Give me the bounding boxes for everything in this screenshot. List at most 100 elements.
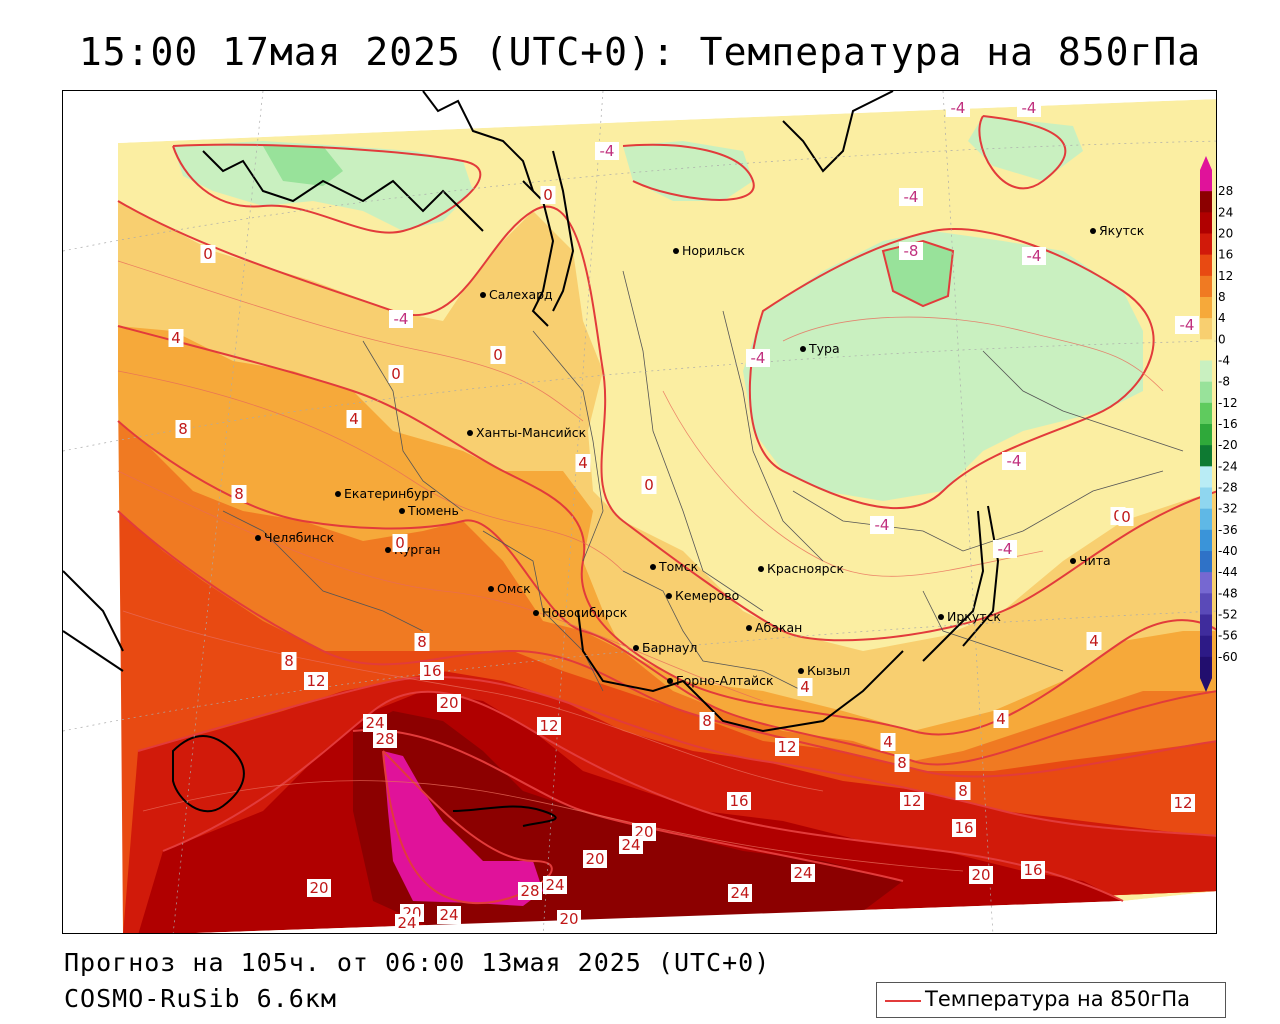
isotherm-label-text: -4 xyxy=(394,310,409,328)
isotherm-label-bg xyxy=(420,662,444,680)
isotherm-label: 24 xyxy=(728,884,752,902)
isotherm-label-bg xyxy=(1022,247,1046,265)
isotherm-label-text: 24 xyxy=(621,836,640,854)
isotherm-label-text: 20 xyxy=(559,910,578,928)
isotherm-label: 20 xyxy=(583,850,607,868)
isotherm-label-bg xyxy=(894,754,910,772)
isotherm-label: -4 xyxy=(1017,99,1041,117)
colorbar-swatch xyxy=(1200,212,1212,234)
isotherm-label-bg xyxy=(346,410,362,428)
isotherm-label: 24 xyxy=(363,714,387,732)
city-label: Ханты-Мансийск xyxy=(476,425,587,440)
isotherm-label: 0 xyxy=(392,534,408,552)
isotherm-label: 0 xyxy=(200,245,216,263)
colorbar-tick-label: -44 xyxy=(1218,565,1238,579)
city-dot xyxy=(467,430,473,436)
isotherm-label-text: 28 xyxy=(375,730,394,748)
isotherm-label-bg xyxy=(363,714,387,732)
isotherm-label-text: 0 xyxy=(543,186,553,204)
isotherm-label-text: -8 xyxy=(904,242,919,260)
colorbar-swatch xyxy=(1200,551,1212,573)
colorbar-tick-label: 20 xyxy=(1218,227,1233,241)
colorbar-tick-label: 12 xyxy=(1218,269,1233,283)
isotherm-label-text: 8 xyxy=(897,754,907,772)
legend-label: Температура на 850гПа xyxy=(925,987,1191,1011)
isotherm-label-bg xyxy=(899,242,923,260)
city-dot xyxy=(666,593,672,599)
city-dot xyxy=(399,508,405,514)
isotherm-label-bg xyxy=(414,633,430,651)
city-label: Кызыл xyxy=(807,663,850,678)
colorbar-tick-label: 8 xyxy=(1218,290,1226,304)
city-dot xyxy=(533,610,539,616)
isotherm-label-bg xyxy=(575,454,591,472)
city-label: Тюмень xyxy=(407,503,459,518)
isotherm-label: -4 xyxy=(389,310,413,328)
city-dot xyxy=(746,625,752,631)
isotherm-label: -4 xyxy=(746,349,770,367)
isotherm-label-text: -4 xyxy=(1022,99,1037,117)
isotherm-label: 24 xyxy=(395,914,419,932)
isotherm-label-bg xyxy=(395,914,419,932)
isotherm-label-text: 0 xyxy=(203,245,213,263)
isotherm-label-text: 0 xyxy=(1113,507,1123,525)
isotherm-label-text: 0 xyxy=(395,534,405,552)
isotherm-label-bg xyxy=(392,534,408,552)
city-dot xyxy=(633,645,639,651)
isotherm-label-text: 8 xyxy=(234,485,244,503)
isotherm-label: 8 xyxy=(175,420,191,438)
isotherm-label-text: 8 xyxy=(178,420,188,438)
colorbar-swatch xyxy=(1200,614,1212,636)
isotherm-label: 24 xyxy=(619,836,643,854)
isotherm-label-text: 20 xyxy=(309,879,328,897)
colorbar-bottom-arrow xyxy=(1200,678,1212,692)
isotherm-label-bg xyxy=(437,906,461,924)
colorbar-top-arrow xyxy=(1200,156,1212,170)
isotherm-label-bg xyxy=(175,420,191,438)
colorbar-swatch xyxy=(1200,339,1212,361)
isotherm-label-bg xyxy=(540,186,556,204)
isotherm-label: 20 xyxy=(557,910,581,928)
city-label: Салехард xyxy=(489,287,553,302)
isotherm-label: 4 xyxy=(993,710,1009,728)
isotherm-label-bg xyxy=(1017,99,1041,117)
isotherm-label-bg xyxy=(880,733,896,751)
city-label: Норильск xyxy=(682,243,745,258)
isotherm-label-bg xyxy=(1175,316,1199,334)
isotherm-label-bg xyxy=(699,712,715,730)
isotherm-contours xyxy=(117,115,1216,905)
isotherm-label: 0 xyxy=(1118,508,1134,526)
isotherm-label-text: 24 xyxy=(365,714,384,732)
colorbar-tick-label: 24 xyxy=(1218,205,1233,219)
city-label: Абакан xyxy=(755,620,802,635)
temperature-map[interactable]: Норильск Якутск Салехард Тура Ханты-Мансийск… xyxy=(62,90,1217,934)
city-label: Тура xyxy=(808,341,840,356)
colorbar-swatch xyxy=(1200,360,1212,382)
isotherm-label: 0 xyxy=(490,346,506,364)
city-label: Омск xyxy=(497,581,531,596)
isotherm-label-bg xyxy=(307,879,331,897)
colorbar-tick-label: 4 xyxy=(1218,311,1226,325)
isotherm-label-text: 20 xyxy=(585,850,604,868)
isotherm-label-text: -4 xyxy=(751,349,766,367)
map-canvas: Норильск Якутск Салехард Тура Ханты-Мансийск… xyxy=(63,91,1216,933)
colorbar-swatch xyxy=(1200,466,1212,488)
isotherm-label-bg xyxy=(952,819,976,837)
colorbar-tick-label: -52 xyxy=(1218,608,1238,622)
isotherm-label: 20 xyxy=(437,694,461,712)
colorbar-swatch xyxy=(1200,191,1212,213)
isotherm-label: 12 xyxy=(304,672,328,690)
isotherm-label-bg xyxy=(746,349,770,367)
isotherm-label: -4 xyxy=(870,516,894,534)
isotherm-label: 24 xyxy=(437,906,461,924)
isotherm-label-text: 20 xyxy=(971,866,990,884)
city-dot xyxy=(758,566,764,572)
colorbar-swatch xyxy=(1200,572,1212,594)
isotherm-label-text: 0 xyxy=(644,476,654,494)
isotherm-label-text: 16 xyxy=(954,819,973,837)
map-legend: Температура на 850гПа xyxy=(876,982,1226,1018)
isotherm-label-text: 0 xyxy=(391,365,401,383)
isotherm-label-bg xyxy=(168,329,184,347)
isotherm-label: 24 xyxy=(791,864,815,882)
colorbar-swatch xyxy=(1200,508,1212,531)
